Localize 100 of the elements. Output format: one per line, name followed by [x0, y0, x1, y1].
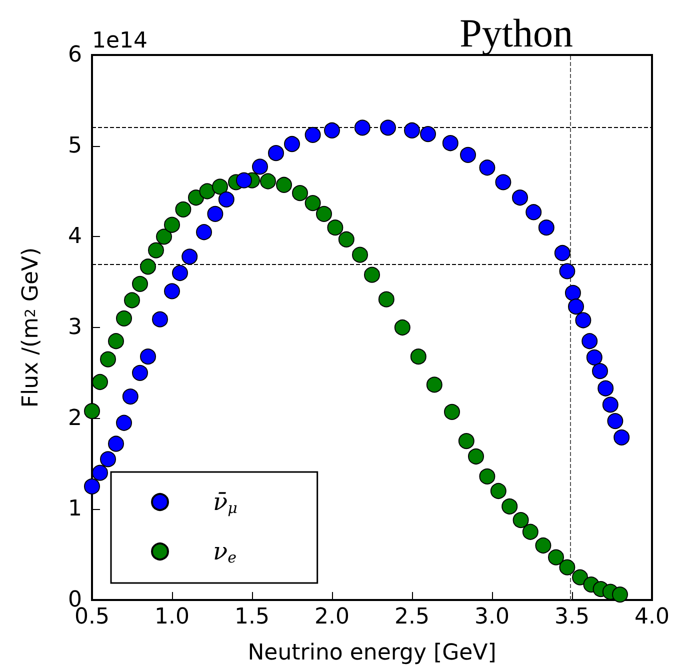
x-tick-label: 4.0 [634, 604, 670, 630]
point [140, 258, 156, 275]
point [442, 135, 458, 152]
point [526, 204, 542, 220]
point [420, 126, 436, 142]
point [148, 242, 164, 258]
point [426, 376, 442, 393]
point [188, 190, 204, 206]
point [132, 276, 148, 292]
point [592, 363, 608, 380]
point [182, 248, 198, 265]
y-tick-label: 1 [68, 496, 82, 522]
point [352, 246, 368, 263]
point [108, 333, 124, 350]
point [236, 172, 252, 188]
point [108, 436, 124, 452]
point [84, 478, 100, 494]
point [468, 448, 484, 464]
point [607, 413, 624, 430]
point [586, 349, 602, 366]
y-tick-label: 4 [68, 224, 82, 250]
point [378, 291, 394, 308]
point [458, 433, 474, 450]
point [364, 266, 380, 283]
x-tick-label: 2.0 [314, 604, 350, 630]
point [495, 174, 512, 190]
point [490, 483, 506, 499]
x-tick-label: 3.5 [554, 604, 590, 630]
point [598, 380, 614, 396]
x-tick-label: 1.0 [154, 604, 190, 630]
point [260, 173, 276, 190]
point [284, 136, 300, 152]
point [116, 310, 132, 326]
point [164, 283, 180, 300]
x-tick-label: 1.5 [234, 604, 270, 630]
point [460, 146, 476, 163]
point [538, 220, 554, 236]
point [444, 404, 460, 420]
x-tick-label: 3.0 [474, 604, 510, 630]
point [132, 364, 148, 381]
point [175, 201, 192, 218]
point [612, 586, 628, 603]
point [554, 245, 570, 262]
y-tick-label: 6 [68, 42, 82, 68]
point [124, 292, 140, 308]
point [304, 126, 321, 143]
point [100, 351, 116, 368]
x-tick-label: 2.5 [394, 604, 430, 630]
point [84, 403, 100, 420]
point [152, 311, 168, 328]
x-axis-title: Neutrino energy [GeV] [248, 640, 496, 666]
point [404, 122, 420, 138]
point [535, 538, 552, 554]
point [172, 265, 188, 281]
point [575, 312, 592, 328]
point [410, 348, 426, 365]
point [479, 160, 496, 176]
point [479, 468, 496, 484]
point [207, 206, 224, 222]
point [218, 191, 234, 208]
point [212, 178, 228, 195]
point [276, 176, 292, 193]
point [564, 284, 581, 301]
y-tick-label: 3 [68, 315, 82, 340]
point [324, 122, 340, 138]
point [156, 228, 172, 245]
point [559, 263, 576, 280]
point [268, 145, 284, 162]
point [512, 512, 529, 528]
point [196, 224, 212, 240]
point [116, 414, 132, 431]
point [92, 464, 108, 481]
point [100, 451, 116, 468]
point [522, 524, 538, 540]
y-axis-title: Flux /(m2 GeV) [18, 247, 44, 408]
point [164, 216, 180, 233]
point [292, 185, 308, 202]
point [338, 231, 354, 248]
y-tick-label: 5 [68, 133, 82, 158]
point [354, 120, 370, 136]
point [199, 183, 216, 200]
point [512, 190, 528, 206]
point [327, 220, 344, 236]
point [252, 158, 268, 175]
point [394, 320, 410, 336]
point [568, 298, 584, 315]
point [316, 206, 332, 222]
point [548, 549, 564, 566]
point [304, 195, 321, 212]
point [502, 498, 518, 514]
point [380, 120, 396, 136]
point [122, 388, 138, 405]
chart-title: Python [460, 10, 573, 56]
point [140, 348, 156, 365]
y-tick-label: 2 [68, 406, 82, 431]
point [572, 569, 588, 586]
point [582, 333, 598, 350]
text: 1e14 [92, 28, 148, 54]
point [602, 396, 618, 413]
point [559, 559, 576, 576]
